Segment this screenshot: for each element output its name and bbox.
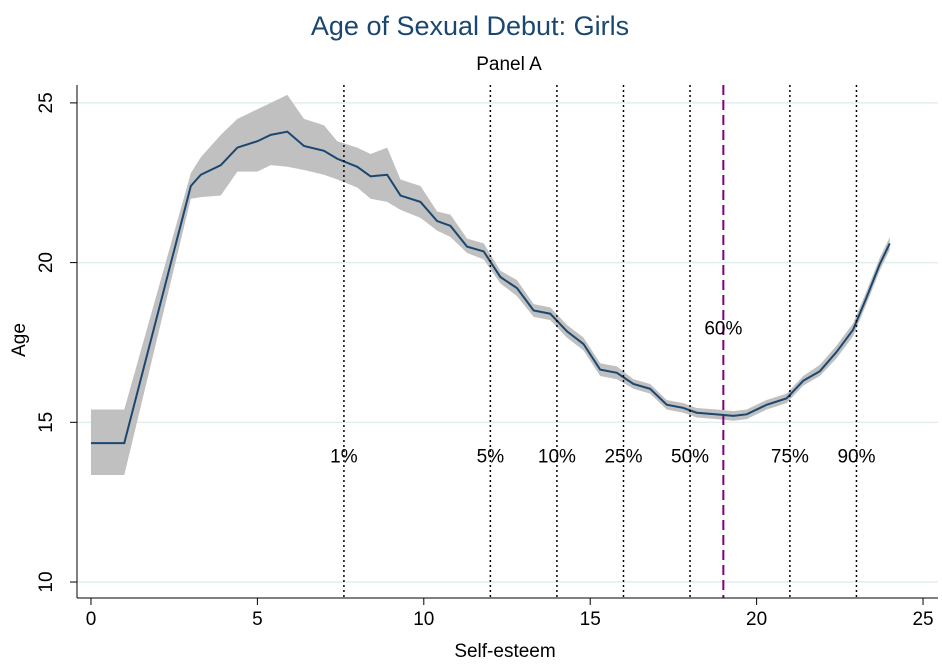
- x-axis-label: Self-esteem: [454, 641, 555, 662]
- x-tick-label: 20: [746, 609, 767, 630]
- x-tick-label: 5: [252, 609, 263, 630]
- y-tick-label: 10: [36, 571, 57, 592]
- chart-title: Age of Sexual Debut: Girls: [311, 11, 629, 41]
- y-tick-label: 20: [36, 252, 57, 273]
- x-tick-label: 15: [580, 609, 601, 630]
- x-tick-label: 25: [912, 609, 933, 630]
- reference-label: 90%: [837, 446, 875, 467]
- reference-label: 1%: [330, 446, 358, 467]
- reference-label: 10%: [538, 446, 576, 467]
- reference-label: 5%: [477, 446, 505, 467]
- x-tick-label: 10: [413, 609, 434, 630]
- reference-label: 50%: [671, 446, 709, 467]
- chart-subtitle: Panel A: [476, 54, 542, 75]
- reference-label: 75%: [771, 446, 809, 467]
- reference-label: 60%: [704, 319, 742, 340]
- x-tick-label: 0: [86, 609, 97, 630]
- y-axis-label: Age: [9, 323, 30, 357]
- y-tick-label: 25: [36, 92, 57, 113]
- line: [90, 130, 891, 445]
- y-tick-label: 15: [36, 412, 57, 433]
- reference-label: 25%: [604, 446, 642, 467]
